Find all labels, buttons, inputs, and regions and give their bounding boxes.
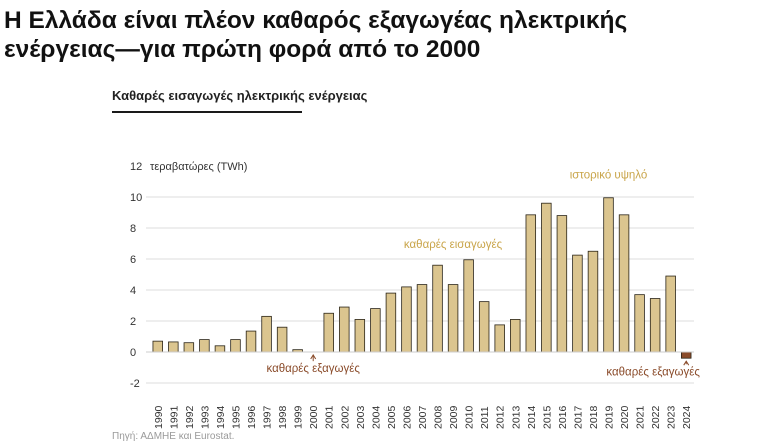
annotation-label: καθαρές εξαγωγές — [606, 366, 700, 378]
chart-title: Καθαρές εισαγωγές ηλεκτρικής ενέργειας — [112, 88, 368, 103]
y-tick-label: 0 — [130, 347, 136, 359]
x-tick-label: 2005 — [386, 405, 398, 429]
bar — [276, 326, 288, 353]
y-tick-label: 6 — [130, 254, 136, 266]
x-tick-label: 1997 — [262, 405, 274, 429]
x-tick-label: 2020 — [619, 405, 631, 429]
x-tick-label: 2019 — [604, 405, 616, 429]
bar — [245, 330, 257, 353]
x-tick-label: 2024 — [681, 405, 693, 429]
bar — [339, 306, 350, 353]
bar — [525, 214, 537, 353]
x-tick-label: 1995 — [230, 405, 242, 429]
x-tick-label: 2006 — [401, 405, 413, 429]
x-tick-label: 2007 — [417, 405, 429, 429]
x-tick-label: 2022 — [650, 405, 662, 429]
x-tick-label: 1992 — [184, 405, 196, 429]
y-tick-label: 4 — [130, 285, 136, 297]
x-tick-label: 2002 — [339, 405, 351, 429]
bar — [385, 292, 397, 353]
y-tick-label: 8 — [130, 223, 136, 235]
x-tick-label: 1996 — [246, 405, 258, 429]
bar — [572, 254, 583, 353]
y-tick-label: -2 — [130, 378, 140, 390]
headline: Η Ελλάδα είναι πλέον καθαρός εξαγωγέας η… — [4, 6, 756, 64]
bar — [152, 340, 163, 353]
y-unit-label: τεραβατώρες (TWh) — [150, 161, 247, 173]
bar — [634, 294, 645, 353]
chart-area: -2 0 2 4 6 8 10 12 τεραβατώρες (TWh) 1990 1991 1992… — [108, 84, 708, 447]
bar — [432, 264, 443, 353]
bar — [681, 351, 692, 359]
x-tick-label: 2016 — [557, 405, 569, 429]
x-tick-label: 2001 — [324, 405, 336, 429]
bar — [230, 339, 241, 353]
x-tick-label: 2012 — [495, 405, 507, 429]
bar — [494, 324, 505, 353]
bar — [199, 339, 210, 353]
bar — [587, 250, 599, 353]
bar — [168, 341, 179, 353]
bar — [214, 345, 226, 353]
source-note: Πηγή: ΑΔΜΗΕ και Eurostat. — [112, 431, 235, 442]
x-tick-label: 1990 — [153, 405, 165, 429]
headline-line-2: ενέργειας—για πρώτη φορά από το 2000 — [4, 36, 481, 63]
y-tick-label: 2 — [130, 316, 136, 328]
bar — [478, 301, 490, 353]
bar — [401, 286, 412, 353]
bar — [463, 259, 474, 353]
x-tick-label: 2008 — [433, 405, 445, 429]
annotation-label: καθαρές εισαγωγές — [404, 239, 503, 251]
bar — [510, 319, 521, 353]
x-tick-label: 2010 — [464, 405, 476, 429]
bar — [354, 319, 366, 353]
y-tick-label: 10 — [130, 192, 142, 204]
x-tick-label: 1998 — [277, 405, 289, 429]
bar — [603, 197, 614, 353]
bar — [370, 308, 381, 353]
bar — [447, 284, 459, 353]
x-tick-label: 1991 — [168, 405, 180, 429]
x-tick-label: 2018 — [588, 405, 600, 429]
x-tick-label: 2023 — [666, 405, 678, 429]
x-tick-label: 1999 — [293, 405, 305, 429]
bar — [649, 298, 661, 353]
x-tick-label: 2009 — [448, 405, 460, 429]
headline-line-1: Η Ελλάδα είναι πλέον καθαρός εξαγωγέας η… — [4, 7, 628, 34]
bar — [665, 275, 676, 353]
x-tick-label: 2014 — [526, 405, 538, 429]
bar — [556, 215, 568, 353]
bar-chart: -2 0 2 4 6 8 10 12 τεραβατώρες (TWh) 1990 1991 1992… — [130, 161, 700, 429]
bar — [183, 342, 195, 353]
annotation-arrowhead — [683, 360, 690, 366]
title-rule — [112, 111, 302, 113]
x-tick-label: 2021 — [635, 405, 647, 429]
bar — [261, 315, 272, 353]
x-tick-label: 1994 — [215, 405, 227, 429]
y-tick-label: 12 — [130, 161, 142, 173]
bar — [323, 312, 334, 353]
annotation-label: ιστορικό υψηλό — [570, 169, 648, 181]
x-tick-label: 2015 — [541, 405, 553, 429]
bar — [618, 214, 630, 353]
x-tick-label: 2011 — [479, 406, 491, 429]
x-tick-label: 2003 — [355, 405, 367, 429]
bar — [541, 202, 552, 353]
x-tick-label: 2017 — [572, 405, 584, 429]
annotation-label: καθαρές εξαγωγές — [266, 363, 360, 375]
x-tick-label: 2013 — [510, 405, 522, 429]
x-tick-label: 2004 — [370, 405, 382, 429]
x-tick-label: 1993 — [199, 405, 211, 429]
annotation-arrowhead — [310, 354, 317, 360]
x-tick-label: 2000 — [308, 405, 320, 429]
bar — [416, 284, 428, 353]
